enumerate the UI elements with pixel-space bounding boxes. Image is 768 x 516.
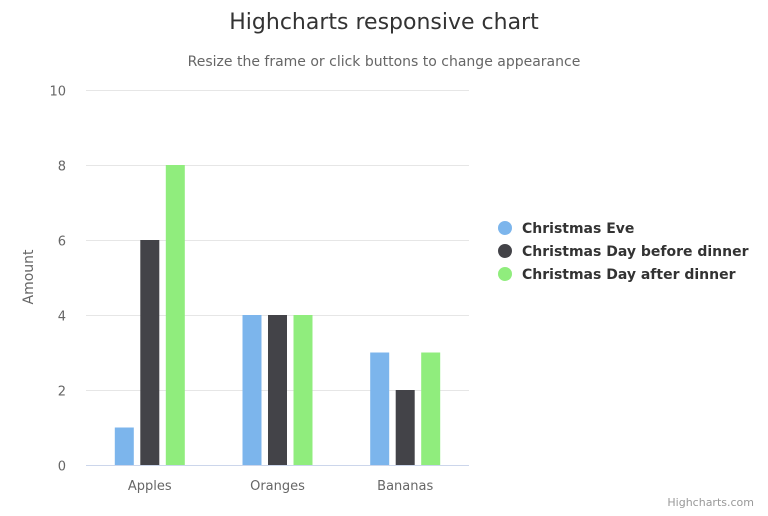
x-tick-label: Apples [128, 479, 172, 494]
y-tick-label: 2 [58, 385, 66, 400]
x-axis-ticks: Apples Oranges Bananas [128, 479, 434, 494]
y-axis-ticks: 0 2 4 6 8 10 [49, 85, 66, 475]
legend-marker-icon [498, 221, 512, 235]
legend-item[interactable]: Christmas Eve [498, 221, 634, 237]
legend-marker-icon [498, 267, 512, 281]
legend-label: Christmas Day before dinner [522, 244, 749, 260]
bar-apples[interactable] [114, 427, 134, 466]
bar-apples[interactable] [140, 240, 160, 465]
bar-oranges[interactable] [293, 315, 313, 465]
series-christmas-day-before-dinner [140, 240, 415, 465]
y-tick-label: 4 [58, 310, 66, 325]
bar-bananas[interactable] [395, 390, 415, 465]
bar-apples[interactable] [165, 165, 185, 465]
x-tick-label: Oranges [250, 479, 305, 494]
legend-marker-icon [498, 244, 512, 258]
legend-label: Christmas Day after dinner [522, 267, 736, 283]
bar-bananas[interactable] [370, 352, 390, 466]
series-christmas-eve [114, 315, 390, 466]
y-tick-label: 0 [58, 460, 66, 475]
y-tick-label: 10 [49, 85, 66, 100]
bar-oranges[interactable] [242, 315, 262, 465]
credits-link[interactable]: Highcharts.com [667, 496, 754, 509]
y-tick-label: 8 [58, 160, 66, 175]
chart-title: Highcharts responsive chart [229, 10, 539, 35]
series-christmas-day-after-dinner [165, 165, 441, 466]
legend-item[interactable]: Christmas Day before dinner [498, 244, 749, 260]
bar-bananas[interactable] [421, 352, 441, 466]
y-tick-label: 6 [58, 235, 66, 250]
legend-item[interactable]: Christmas Day after dinner [498, 267, 736, 283]
bar-series [114, 165, 441, 466]
legend: Christmas Eve Christmas Day before dinner… [498, 221, 749, 283]
bar-oranges[interactable] [268, 315, 287, 465]
chart-subtitle: Resize the frame or click buttons to cha… [188, 54, 581, 70]
legend-label: Christmas Eve [522, 221, 634, 237]
x-tick-label: Bananas [377, 479, 433, 494]
y-axis-title: Amount [21, 249, 37, 305]
